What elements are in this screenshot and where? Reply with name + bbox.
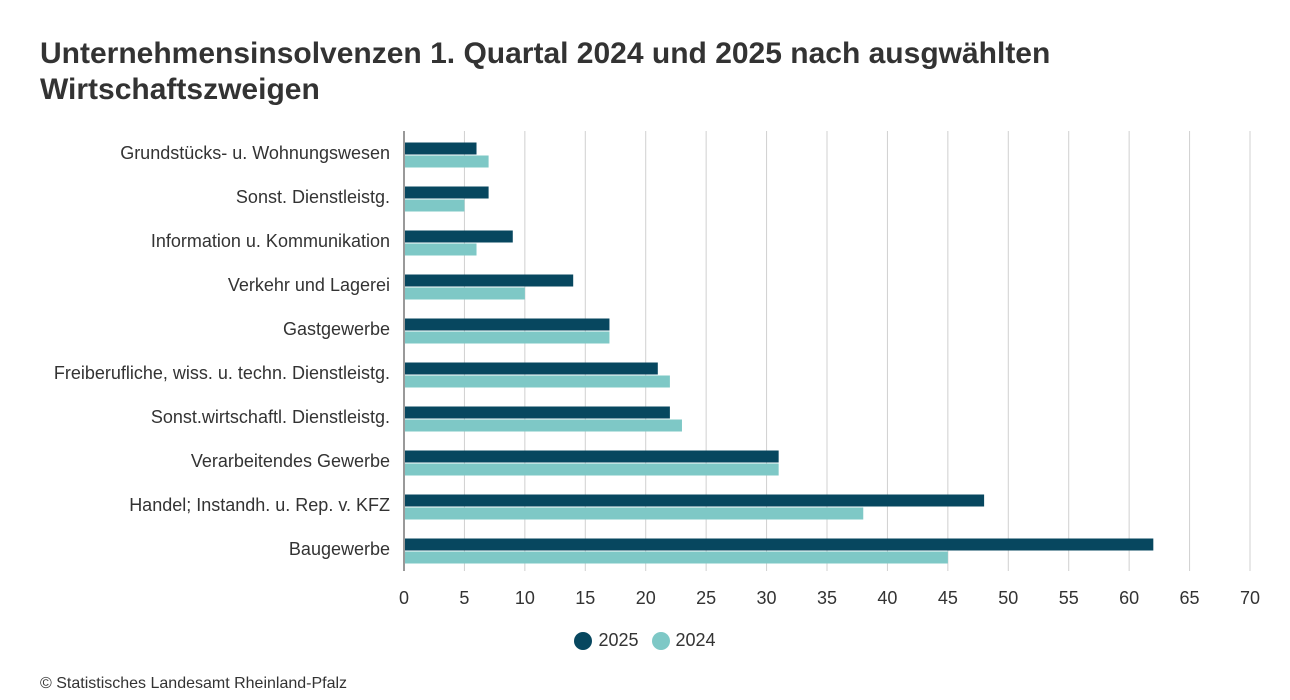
bar-2025[interactable] <box>405 142 477 155</box>
bar-2025[interactable] <box>405 406 670 419</box>
bars <box>405 142 1154 564</box>
bar-2024[interactable] <box>405 551 948 564</box>
bar-chart: Grundstücks- u. Wohnungswesen Sonst. Dien… <box>54 131 1260 608</box>
x-tick-label: 55 <box>1059 588 1079 608</box>
bar-2025[interactable] <box>405 538 1154 551</box>
x-tick-label: 15 <box>575 588 595 608</box>
bar-2024[interactable] <box>405 419 682 432</box>
bar-2025[interactable] <box>405 494 985 507</box>
bar-2024[interactable] <box>405 243 477 256</box>
x-tick-label: 30 <box>757 588 777 608</box>
bar-2024[interactable] <box>405 507 864 520</box>
legend-swatch-2024 <box>651 631 670 650</box>
source-credit: © Statistisches Landesamt Rheinland-Pfal… <box>40 675 348 692</box>
x-tick-label: 10 <box>515 588 535 608</box>
legend-item-2024[interactable]: 2024 <box>651 630 716 651</box>
bar-2024[interactable] <box>405 155 489 168</box>
category-label: Verkehr und Lagerei <box>228 275 390 295</box>
legend: 2025 2024 <box>0 630 1290 655</box>
bar-2024[interactable] <box>405 331 610 344</box>
category-label: Information u. Kommunikation <box>151 231 390 251</box>
bar-2024[interactable] <box>405 463 779 476</box>
category-label: Gastgewerbe <box>283 319 390 339</box>
legend-label-2025: 2025 <box>598 630 639 650</box>
x-tick-label: 20 <box>636 588 656 608</box>
category-label: Freiberufliche, wiss. u. techn. Dienstle… <box>54 363 390 383</box>
x-tick-label: 25 <box>696 588 716 608</box>
x-tick-label: 70 <box>1240 588 1260 608</box>
category-labels: Grundstücks- u. Wohnungswesen Sonst. Dien… <box>54 143 390 559</box>
bar-2025[interactable] <box>405 186 489 199</box>
x-axis-ticks: 0 5 10 15 20 25 30 35 40 45 50 55 60 65 70 <box>399 588 1260 608</box>
bar-2025[interactable] <box>405 230 513 243</box>
legend-item-2025[interactable]: 2025 <box>574 630 638 651</box>
category-label: Sonst. Dienstleistg. <box>236 187 390 207</box>
category-label: Handel; Instandh. u. Rep. v. KFZ <box>129 495 390 515</box>
category-label: Baugewerbe <box>289 539 390 559</box>
legend-label-2024: 2024 <box>675 630 716 650</box>
bar-2025[interactable] <box>405 362 658 375</box>
x-tick-label: 40 <box>877 588 897 608</box>
bar-2025[interactable] <box>405 450 779 463</box>
x-tick-label: 50 <box>998 588 1018 608</box>
category-label: Grundstücks- u. Wohnungswesen <box>120 143 390 163</box>
x-tick-label: 60 <box>1119 588 1139 608</box>
x-tick-label: 45 <box>938 588 958 608</box>
x-tick-label: 0 <box>399 588 409 608</box>
bar-2024[interactable] <box>405 287 525 300</box>
category-label: Verarbeitendes Gewerbe <box>191 451 390 471</box>
bar-2025[interactable] <box>405 274 574 287</box>
bar-2024[interactable] <box>405 375 670 388</box>
x-tick-label: 65 <box>1180 588 1200 608</box>
bar-2024[interactable] <box>405 199 465 212</box>
x-tick-label: 5 <box>459 588 469 608</box>
x-tick-label: 35 <box>817 588 837 608</box>
bar-2025[interactable] <box>405 318 610 331</box>
category-label: Sonst.wirtschaftl. Dienstleistg. <box>151 407 390 427</box>
legend-swatch-2025 <box>574 631 593 650</box>
chart-title: Unternehmensinsolvenzen 1. Quartal 2024 … <box>40 37 1051 106</box>
